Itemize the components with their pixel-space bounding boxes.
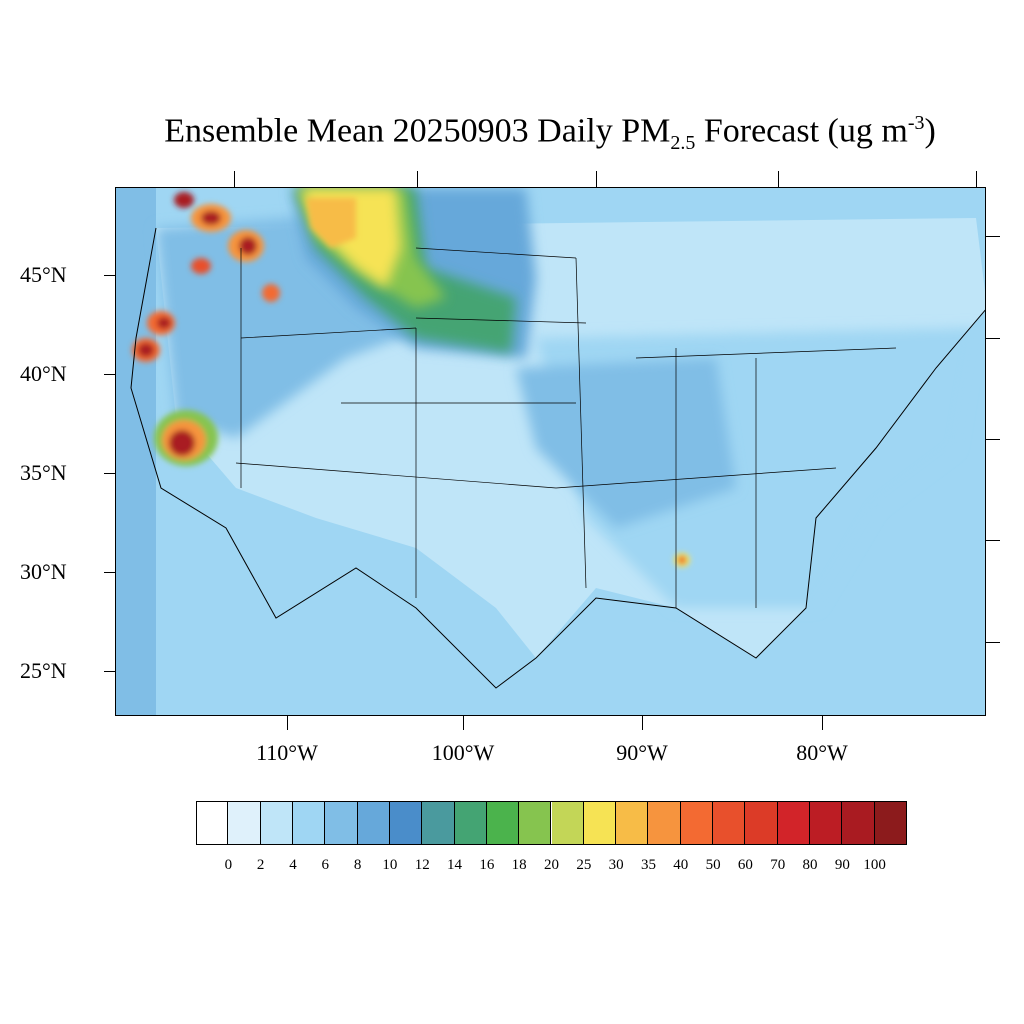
colorbar-level-label: 70 [770,857,786,873]
colorbar-swatch [551,801,584,845]
lat-label-25n: 25°N [20,658,67,683]
midwest-band [516,358,736,528]
colorbar-swatch [196,801,229,845]
colorbar-swatch [810,801,843,845]
lat-label-35n: 35°N [20,460,67,485]
hotspots-northwest [132,192,280,362]
pm25-map [116,188,985,715]
colorbar-swatch [292,801,326,845]
colorbar-swatch [422,801,455,845]
colorbar-swatch [648,801,681,845]
lat-label-40n: 40°N [20,361,67,386]
lat-tick [104,374,115,375]
lat-tick [104,275,115,276]
colorbar-level-label: 40 [673,857,689,873]
hotspot-sierra [154,410,218,466]
colorbar-swatch [357,801,390,845]
lon-label-90w: 90°W [616,740,668,765]
page-title: Ensemble Mean 20250903 Daily PM2.5 Forec… [164,112,936,155]
colorbar-level-label: 35 [640,857,656,873]
lat-label-45n: 45°N [20,262,67,287]
colorbar-level-label: 12 [414,857,430,873]
colorbar-level-label: 30 [608,857,624,873]
top-tick [234,171,235,187]
coastline [130,227,985,689]
lon-label-80w: 80°W [796,740,848,765]
colorbar-swatch [680,801,714,845]
top-tick [417,171,418,187]
colorbar-border [196,801,907,845]
colorbar-swatch [713,801,746,845]
right-tick [986,540,1000,541]
map-panel [115,187,986,716]
colorbar-swatch [325,801,358,845]
colorbar-level-label: 20 [544,857,559,873]
colorbar-level-label: 0 [224,857,233,873]
lon-tick [822,716,823,730]
colorbar-swatch [228,801,261,845]
lat-tick [104,671,115,672]
colorbar-level-label: 8 [353,857,362,873]
colorbar-level-label: 14 [447,857,463,873]
colorbar-level-label: 100 [863,857,886,873]
colorbar-swatch [583,801,617,845]
lon-tick [463,716,464,730]
lon-tick [287,716,288,730]
colorbar-level-label: 2 [256,857,265,873]
top-tick [778,171,779,187]
right-tick [986,236,1000,237]
colorbar-swatch [616,801,649,845]
colorbar-swatch [389,801,423,845]
hotspot-alabama [674,553,690,567]
colorbar-swatch [260,801,293,845]
colorbar-level-label: 4 [289,857,297,873]
colorbar-level-label: 50 [705,857,721,873]
colorbar-level-label: 80 [802,857,818,873]
colorbar-level-label: 16 [479,857,495,873]
pacific-west [116,188,156,715]
colorbar-swatch [519,801,552,845]
colorbar-level-label: 18 [511,857,527,873]
colorbar-level-label: 6 [321,857,330,873]
colorbar-level-label: 90 [834,857,850,873]
lat-tick [104,473,115,474]
plume-orange [306,198,356,248]
right-tick [986,642,1000,643]
colorbar-swatch [777,801,811,845]
top-tick [976,171,977,187]
state-boundaries [235,247,897,608]
colorbar-level-label: 25 [576,857,592,873]
lon-tick [642,716,643,730]
colorbar-swatch [842,801,875,845]
colorbar-swatch [745,801,778,845]
colorbar-level-label: 10 [382,857,398,873]
colorbar-level-label: 60 [737,857,753,873]
lon-label-100w: 100°W [431,740,495,765]
lat-tick [104,572,115,573]
colorbar-swatch [486,801,520,845]
lon-label-110w: 110°W [256,740,318,765]
right-tick [986,338,1000,339]
right-tick [986,439,1000,440]
lat-label-30n: 30°N [20,559,67,584]
colorbar-legend [196,801,907,845]
top-tick [596,171,597,187]
colorbar-swatch [454,801,487,845]
